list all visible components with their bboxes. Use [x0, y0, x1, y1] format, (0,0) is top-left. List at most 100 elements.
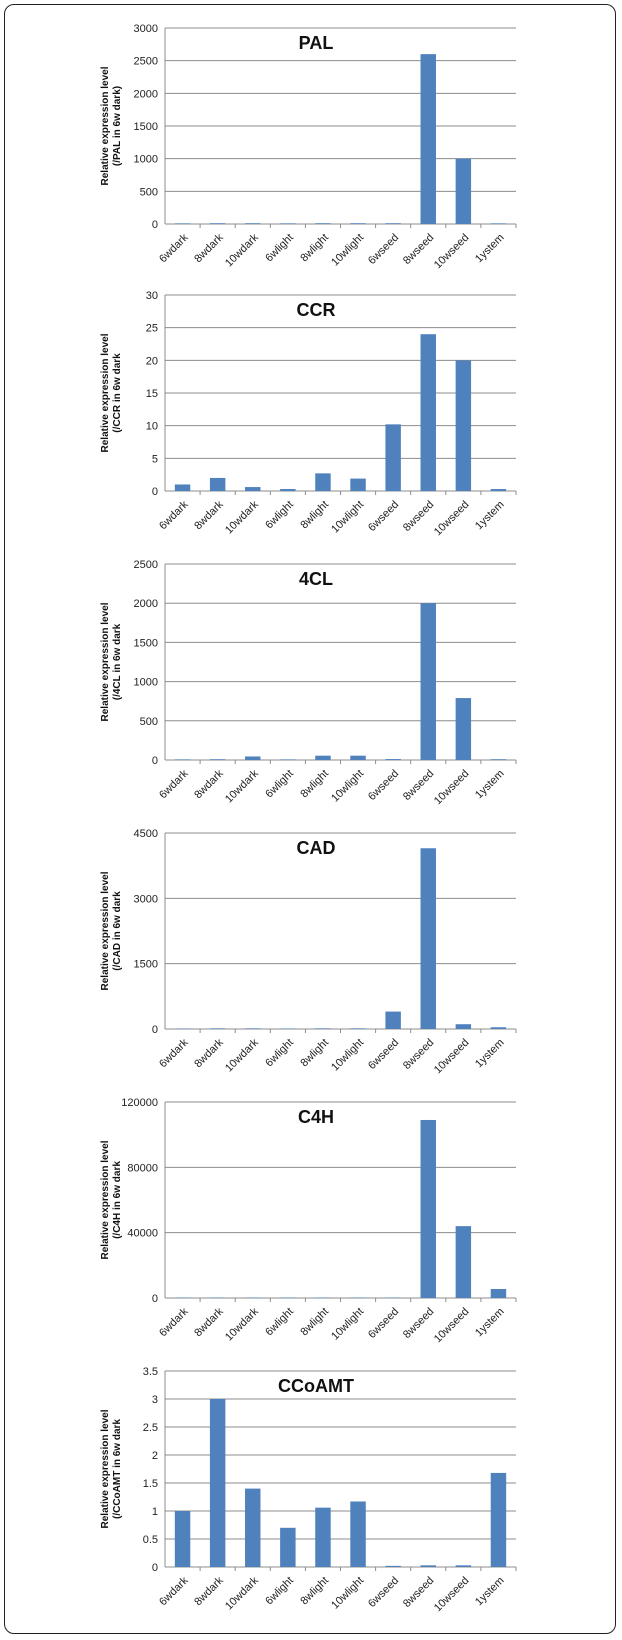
y-tick-label: 25	[146, 323, 158, 335]
x-tick-label: 6wlight	[263, 1306, 296, 1339]
x-tick-label: 8wdark	[192, 767, 226, 801]
y-tick-label: 20	[146, 355, 158, 367]
x-tick-label: 1ystem	[473, 1037, 507, 1071]
y-tick-label: 0	[152, 755, 158, 767]
x-tick-label: 6wseed	[366, 1037, 401, 1072]
bar-6wdark	[174, 223, 191, 224]
bar-8wdark	[209, 1297, 226, 1299]
bar-6wseed	[385, 223, 401, 224]
x-tick-label: 8wdark	[192, 1574, 226, 1608]
x-tick-label: 10wseed	[432, 1037, 472, 1077]
bar-8wseed	[420, 848, 436, 1029]
bar-1ystem	[490, 223, 507, 224]
bar-10wlight	[350, 1501, 366, 1567]
x-tick-label: 10wseed	[432, 768, 472, 808]
bar-6wseed	[385, 1011, 401, 1029]
y-tick-label: 1500	[134, 959, 158, 971]
bar-8wlight	[315, 755, 331, 760]
x-tick-label: 8wlight	[298, 499, 331, 532]
x-tick-label: 6wdark	[157, 1305, 191, 1339]
x-tick-label: 8wseed	[401, 1306, 436, 1341]
x-tick-label: 6wseed	[366, 499, 401, 534]
chart-title: CCoAMT	[278, 1376, 354, 1396]
bar-6wdark	[174, 759, 191, 760]
x-tick-label: 10wlight	[329, 768, 366, 805]
bar-6wseed	[385, 424, 401, 491]
bar-8wlight	[315, 223, 331, 224]
bar-10wseed	[455, 1565, 472, 1567]
x-tick-label: 6wlight	[263, 1575, 296, 1608]
x-tick-label: 10wlight	[329, 232, 366, 269]
y-tick-label: 1.5	[143, 1478, 158, 1490]
x-tick-label: 8wdark	[192, 1036, 226, 1070]
bar-6wdark	[174, 1511, 191, 1567]
bar-6wlight	[280, 223, 296, 224]
chart-title: 4CL	[299, 569, 333, 589]
x-tick-label: 1ystem	[473, 1575, 507, 1609]
x-tick-label: 8wlight	[298, 232, 331, 265]
x-tick-label: 10wdark	[223, 1305, 261, 1343]
bar-8wseed	[420, 334, 436, 491]
x-tick-label: 1ystem	[473, 1306, 507, 1340]
y-tick-label: 3000	[134, 893, 158, 905]
x-tick-label: 10wdark	[223, 1036, 261, 1074]
bar-10wdark	[245, 1488, 261, 1567]
bar-8wlight	[315, 1297, 331, 1299]
x-tick-label: 10wlight	[329, 499, 366, 536]
y-tick-label: 30	[146, 290, 158, 302]
bar-10wlight	[350, 478, 366, 491]
bar-6wlight	[280, 1297, 296, 1299]
bar-10wseed	[455, 698, 472, 760]
bar-6wlight	[280, 1527, 296, 1567]
x-tick-label: 8wseed	[401, 1037, 436, 1072]
chart-title: C4H	[298, 1107, 334, 1127]
y-axis-label: Relative expression level	[100, 1140, 111, 1259]
x-tick-label: 6wdark	[157, 767, 191, 801]
bar-6wlight	[280, 1028, 296, 1030]
y-tick-label: 0.5	[143, 1534, 158, 1546]
x-tick-label: 8wseed	[401, 232, 436, 267]
bar-10wlight	[350, 223, 366, 224]
bar-8wdark	[209, 1399, 226, 1567]
y-tick-label: 0	[152, 486, 158, 498]
y-tick-label: 2500	[134, 559, 158, 571]
bar-6wseed	[385, 759, 401, 760]
bar-10wdark	[245, 756, 261, 760]
x-tick-label: 10wseed	[432, 1575, 472, 1615]
bar-8wseed	[420, 1119, 436, 1298]
y-tick-label: 1000	[134, 154, 158, 166]
y-tick-label: 0	[152, 1293, 158, 1305]
y-tick-label: 4500	[134, 828, 158, 840]
y-axis-label: (/PAL in 6w dark)	[112, 86, 123, 166]
y-tick-label: 40000	[127, 1228, 158, 1240]
x-tick-label: 6wdark	[157, 1574, 191, 1608]
x-tick-label: 6wdark	[157, 498, 191, 532]
x-tick-label: 6wdark	[157, 1036, 191, 1070]
bar-8wseed	[420, 1565, 436, 1567]
chart-panel-1: 0 500 1000 1500 2000 2500 3000 6wdark 8wdark10wd…	[100, 23, 517, 271]
x-tick-label: 6wseed	[366, 1575, 401, 1610]
x-tick-label: 10wlight	[329, 1037, 366, 1074]
y-tick-label: 10	[146, 421, 158, 433]
x-tick-label: 6wseed	[366, 1306, 401, 1341]
x-tick-label: 10wlight	[329, 1575, 366, 1612]
x-tick-label: 6wlight	[263, 1037, 296, 1070]
x-tick-label: 6wlight	[263, 232, 296, 265]
y-tick-label: 3.5	[143, 1366, 158, 1378]
y-axis-label: (/CCR in 6w dark	[112, 353, 123, 433]
bar-6wseed	[385, 1565, 401, 1567]
bar-8wdark	[209, 477, 226, 491]
figure-frame	[4, 4, 616, 1634]
x-tick-label: 10wseed	[432, 499, 472, 539]
y-axis-label: Relative expression level	[100, 602, 111, 721]
x-tick-label: 8wseed	[401, 768, 436, 803]
bar-1ystem	[490, 1289, 507, 1298]
y-tick-label: 0	[152, 219, 158, 231]
bar-10wlight	[350, 1297, 366, 1299]
x-tick-label: 10wdark	[223, 767, 261, 805]
x-tick-label: 6wseed	[366, 768, 401, 803]
y-axis-label: Relative expression level	[100, 1409, 111, 1528]
